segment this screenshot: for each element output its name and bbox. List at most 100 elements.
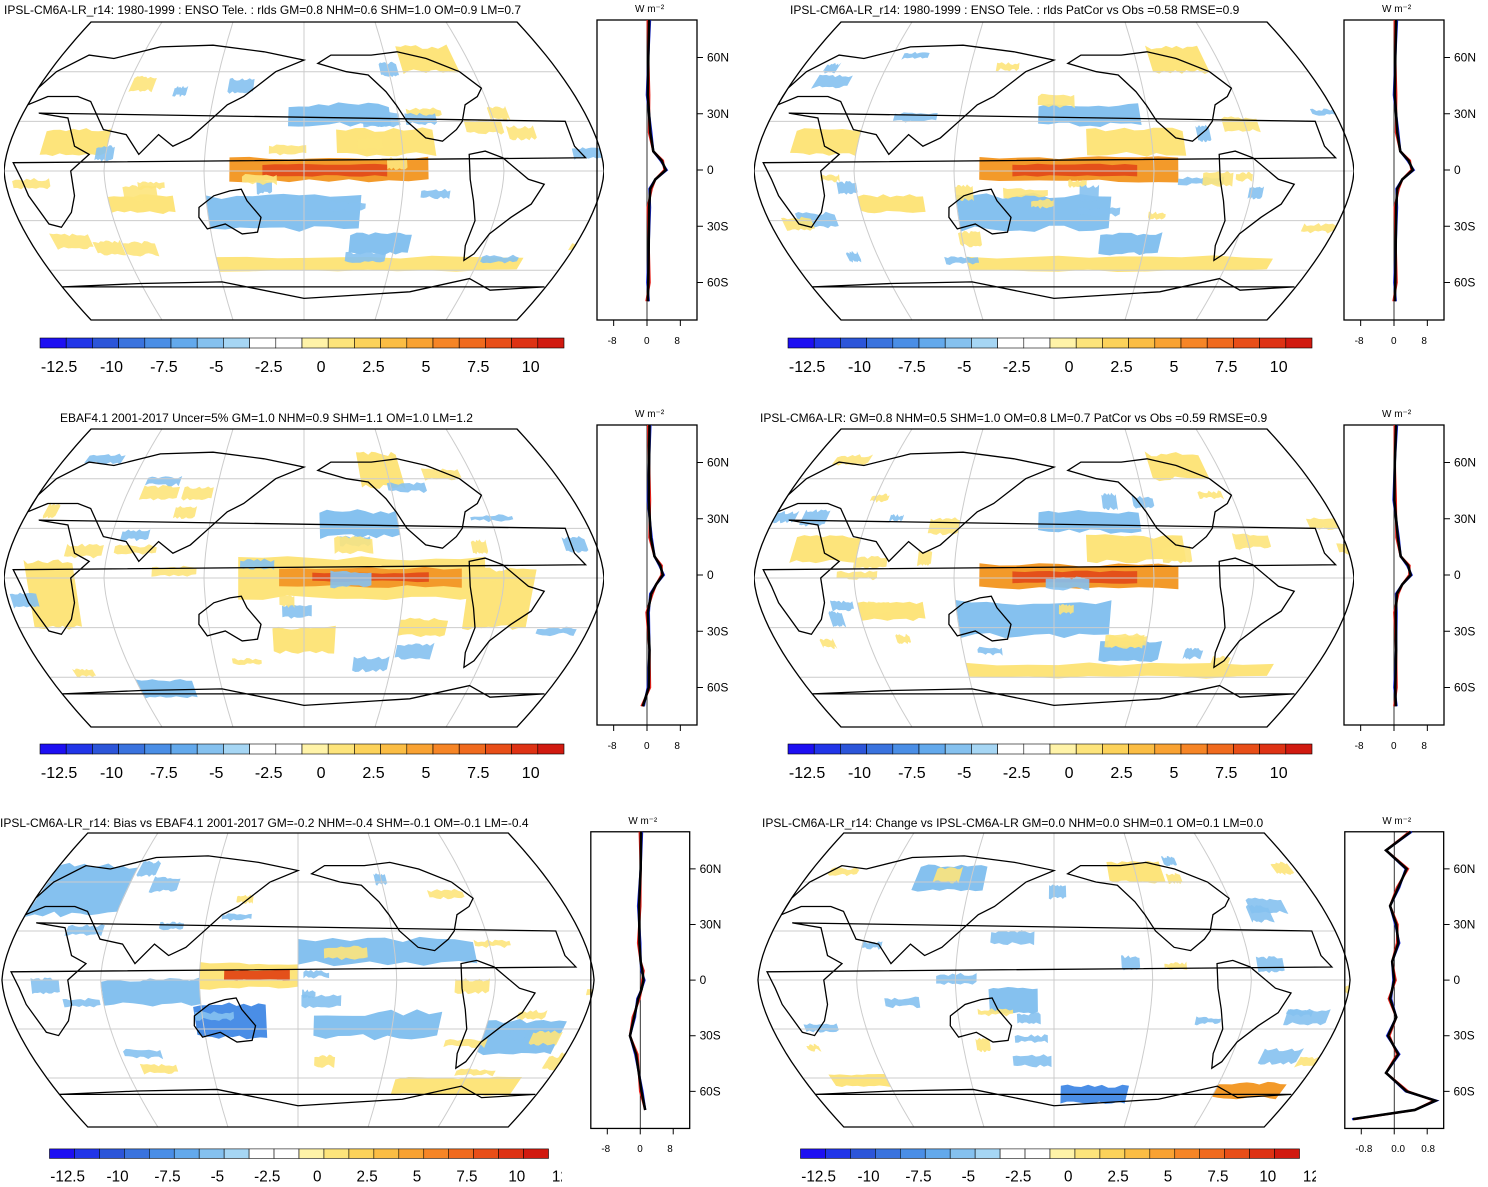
- field-patch: [1160, 855, 1177, 867]
- graticule-lon: [1193, 832, 1252, 1128]
- x-tick-label: 8: [674, 336, 680, 347]
- coastline-north-america: [316, 51, 483, 142]
- profile-line-change-black: [1352, 830, 1440, 1121]
- colorbar-label: 7.5: [456, 1168, 477, 1185]
- colorbar-swatch: [511, 743, 539, 755]
- colorbar-label: -7.5: [150, 359, 178, 376]
- field-patch: [378, 61, 399, 77]
- colorbar-swatch: [1023, 337, 1051, 349]
- field-patch: [84, 453, 126, 465]
- colorbar-swatch: [813, 337, 841, 349]
- colorbar-swatch: [1206, 743, 1234, 755]
- colorbar-swatch: [458, 743, 486, 755]
- colorbar-swatch: [298, 1148, 325, 1159]
- field-patch: [362, 111, 401, 128]
- lat-label: 30S: [1454, 624, 1475, 638]
- map-content: [4, 429, 604, 727]
- graticule-lon: [445, 429, 505, 727]
- field-patch: [172, 506, 198, 519]
- zonal-mean-profile: W m⁻² 60N 30N 0 30S 60S -8 0 8: [1343, 4, 1476, 347]
- field-patch: [302, 989, 316, 999]
- field-patch: [454, 978, 490, 995]
- colorbar-swatch: [39, 337, 67, 349]
- colorbar-label: -12.5: [41, 765, 78, 782]
- coastline-eurasia: [779, 855, 1057, 965]
- field-patch: [420, 468, 462, 481]
- lat-label: 60S: [707, 681, 728, 695]
- colorbar-swatch: [892, 337, 920, 349]
- field-patch: [1148, 211, 1166, 220]
- field-enso-peak: [262, 163, 388, 177]
- graticule-lon: [198, 832, 229, 1128]
- field-patch: [1068, 179, 1087, 188]
- field-antarctic-neg: [135, 679, 198, 699]
- colorbar-label: -10: [107, 1168, 129, 1185]
- colorbar-label: 12.5: [552, 1168, 562, 1185]
- colorbar-swatch: [1149, 1148, 1176, 1159]
- x-tick-label: 8: [1421, 336, 1427, 347]
- field-india-band: [790, 128, 862, 156]
- field-patch: [1058, 604, 1074, 615]
- colorbar-swatch: [170, 743, 198, 755]
- field-patch: [148, 876, 181, 894]
- colorbar-swatch: [432, 337, 460, 349]
- field-patch: [811, 74, 853, 89]
- coastline-australia: [948, 595, 1012, 642]
- map-content: [1, 832, 595, 1128]
- colorbar-swatch: [223, 337, 250, 349]
- field-patch: [1270, 861, 1295, 876]
- colorbar-swatch: [170, 337, 198, 349]
- field-patch: [828, 610, 847, 628]
- colorbar-swatch: [327, 743, 355, 755]
- field-patch: [137, 181, 165, 191]
- colorbar-swatch: [118, 743, 146, 755]
- colorbar-label: 0: [313, 1168, 321, 1185]
- colorbar-label: 10: [522, 765, 540, 782]
- field-patch: [846, 250, 862, 263]
- map-border: [4, 428, 604, 728]
- field-patch: [917, 550, 933, 566]
- field-patch: [995, 62, 1020, 72]
- graticule-lon: [1195, 429, 1255, 727]
- field-patch: [443, 1038, 488, 1048]
- graticule-lon: [437, 832, 496, 1128]
- coastline-eurasia: [26, 451, 307, 563]
- field-patch: [139, 1063, 179, 1075]
- field-patch: [344, 251, 386, 263]
- field-patch: [869, 493, 890, 503]
- panel-title: IPSL-CM6A-LR_r14: 1980-1999 : ENSO Tele.…: [790, 3, 1240, 17]
- colorbar-swatch: [1049, 1148, 1076, 1159]
- colorbar-label: 7.5: [467, 359, 489, 376]
- panel-title: IPSL-CM6A-LR_r14: Bias vs EBAF4.1 2001-2…: [0, 816, 529, 830]
- colorbar-swatch: [118, 337, 146, 349]
- field-patch: [181, 486, 214, 501]
- field-patch: [1003, 187, 1048, 199]
- field-patch: [330, 570, 372, 589]
- profile-line-obs-black: [641, 424, 665, 707]
- field-patch: [1231, 533, 1272, 550]
- colorbar-swatch: [473, 1148, 499, 1159]
- field-patch: [1104, 633, 1145, 649]
- field-alaska: [355, 451, 406, 490]
- field-patch: [92, 239, 127, 256]
- colorbar-swatch: [275, 337, 303, 349]
- robinson-map: [757, 832, 1351, 1128]
- field-patch: [535, 626, 577, 637]
- colorbar-swatch: [511, 337, 539, 349]
- colorbar-swatch: [971, 337, 998, 349]
- coastline-south-america: [463, 150, 546, 262]
- field-patch: [954, 184, 974, 201]
- colorbar-label: 7.5: [1215, 765, 1237, 782]
- colorbar-swatch: [850, 1148, 876, 1159]
- field-patch: [334, 536, 374, 555]
- field-patch: [806, 1043, 822, 1052]
- colorbar-swatch: [124, 1148, 150, 1159]
- panel-title: IPSL-CM6A-LR_r14: Change vs IPSL-CM6A-LR…: [762, 816, 1264, 830]
- field-patch: [194, 1011, 235, 1021]
- colorbar-swatch: [1075, 337, 1103, 349]
- field-patch: [803, 1023, 839, 1033]
- field-india-band: [39, 128, 112, 156]
- zonal-mean-profile: W m⁻² 60N 30N 0 30S 60S -8 0 8: [590, 816, 721, 1155]
- map-content: [754, 22, 1354, 320]
- units-label: W m⁻²: [1382, 409, 1412, 420]
